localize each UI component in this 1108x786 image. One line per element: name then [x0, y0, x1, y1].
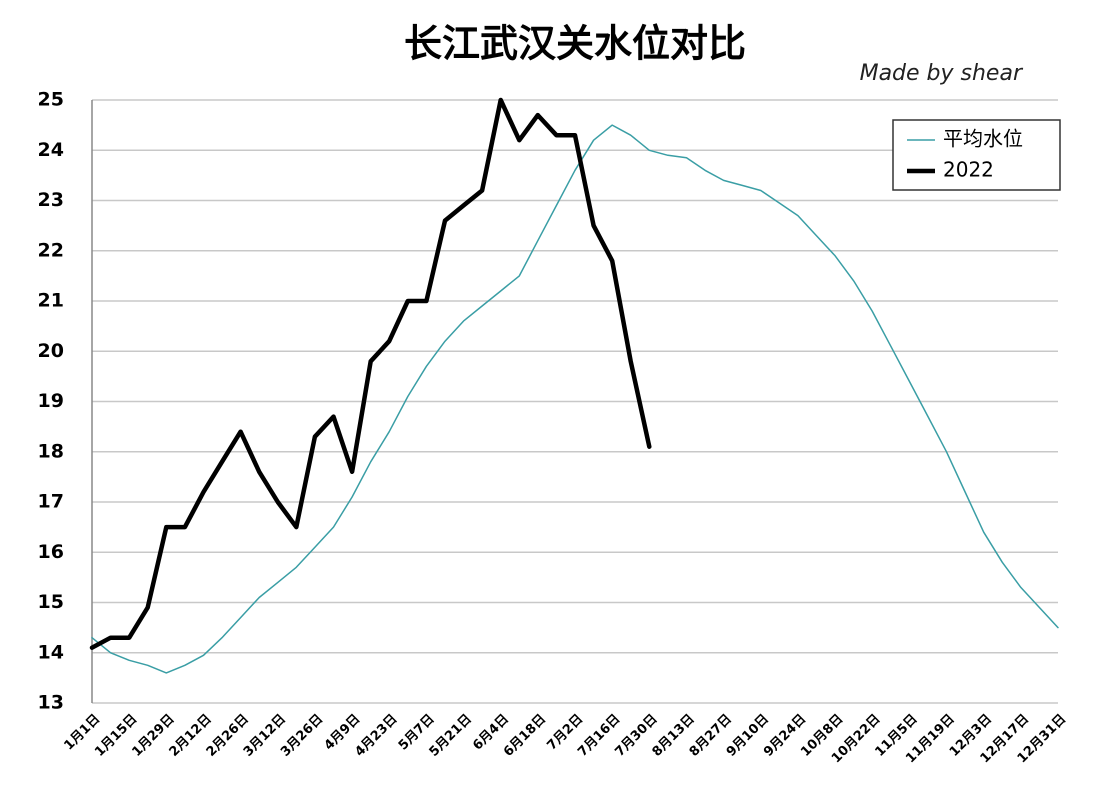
- y-tick-label: 22: [38, 239, 64, 261]
- y-tick-label: 21: [38, 290, 64, 312]
- legend-box: [892, 119, 1061, 191]
- y-tick-label: 15: [38, 591, 64, 613]
- y-tick-label: 23: [38, 189, 64, 211]
- chart-title: 长江武汉关水位对比: [404, 22, 746, 66]
- series-line: [89, 97, 652, 650]
- series-line: [91, 124, 1059, 674]
- legend-label: 平均水位: [943, 127, 1023, 151]
- y-tick-label: 16: [38, 541, 64, 563]
- legend-label: 2022: [943, 158, 994, 182]
- y-tick-label: 24: [38, 139, 64, 161]
- annotation: Made by shear: [860, 61, 1024, 86]
- y-tick-label: 14: [38, 641, 64, 663]
- y-tick-label: 20: [38, 340, 64, 362]
- y-tick-label: 13: [38, 692, 64, 714]
- y-tick-label: 19: [38, 390, 64, 412]
- y-tick-label: 17: [38, 491, 64, 513]
- y-tick-label: 18: [38, 440, 64, 462]
- y-tick-label: 25: [38, 89, 64, 111]
